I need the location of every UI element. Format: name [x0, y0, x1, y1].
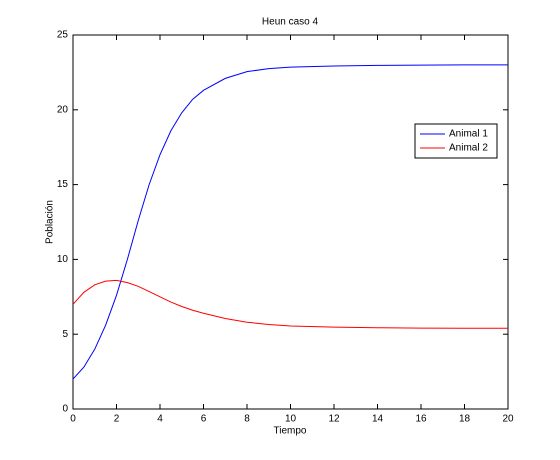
series-line [72, 279, 508, 329]
x-tick-label: 18 [459, 414, 471, 425]
y-tick-label: 5 [62, 329, 68, 340]
x-tick-label: 16 [415, 414, 427, 425]
x-tick-label: 14 [372, 414, 384, 425]
x-tick-label: 2 [114, 414, 120, 425]
y-axis-label: Población [45, 200, 56, 244]
legend-label: Animal 2 [449, 143, 488, 154]
x-tick-label: 12 [328, 414, 340, 425]
y-tick-label: 25 [57, 30, 69, 41]
x-tick-label: 6 [201, 414, 207, 425]
x-tick-label: 20 [502, 414, 514, 425]
x-tick-label: 4 [157, 414, 163, 425]
x-tick-label: 8 [244, 414, 250, 425]
y-tick-label: 10 [57, 254, 69, 265]
x-axis-label: Tiempo [274, 426, 307, 437]
legend-box [414, 123, 498, 159]
y-tick-label: 0 [62, 404, 68, 415]
chart-title: Heun caso 4 [262, 17, 319, 28]
legend-label: Animal 1 [449, 129, 488, 140]
y-tick-label: 15 [57, 179, 69, 190]
y-tick-label: 20 [57, 104, 69, 115]
x-tick-label: 10 [285, 414, 297, 425]
x-tick-label: 0 [70, 414, 76, 425]
series-line [72, 64, 508, 380]
